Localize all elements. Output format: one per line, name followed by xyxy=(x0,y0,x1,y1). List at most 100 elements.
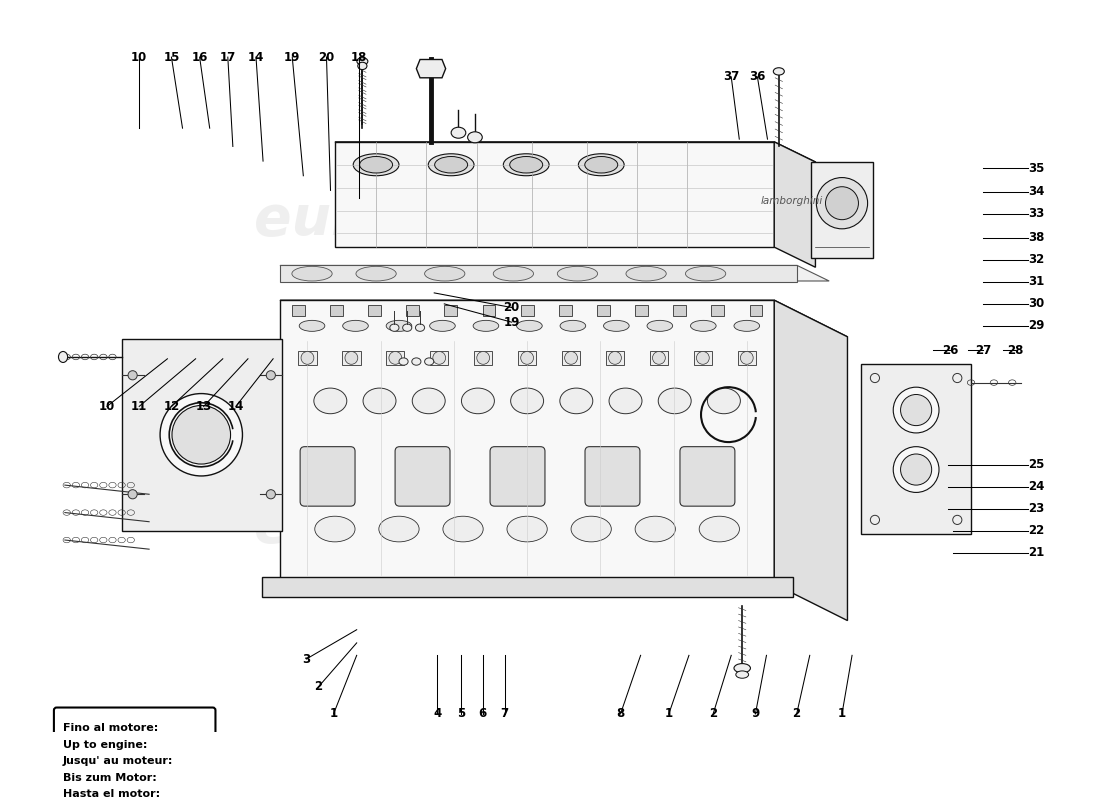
Ellipse shape xyxy=(343,320,368,331)
Bar xyxy=(650,350,668,366)
Bar xyxy=(712,305,724,316)
Ellipse shape xyxy=(504,154,549,176)
Text: 29: 29 xyxy=(1028,319,1045,332)
Circle shape xyxy=(825,186,858,220)
Bar xyxy=(368,305,381,316)
Ellipse shape xyxy=(740,351,754,364)
Text: 1: 1 xyxy=(330,707,338,721)
Bar xyxy=(330,305,343,316)
Text: 19: 19 xyxy=(284,50,300,64)
Text: 13: 13 xyxy=(196,400,212,413)
Ellipse shape xyxy=(353,154,399,176)
Bar xyxy=(430,350,449,366)
Text: 9: 9 xyxy=(751,707,759,721)
Ellipse shape xyxy=(476,351,490,364)
Ellipse shape xyxy=(128,490,138,499)
Ellipse shape xyxy=(425,358,433,366)
Ellipse shape xyxy=(493,266,534,281)
Bar xyxy=(694,350,712,366)
Ellipse shape xyxy=(558,266,597,281)
Ellipse shape xyxy=(412,388,446,414)
Text: 19: 19 xyxy=(504,316,520,329)
Circle shape xyxy=(161,394,242,476)
Ellipse shape xyxy=(585,157,618,173)
Ellipse shape xyxy=(608,351,622,364)
Text: 2219: 2219 xyxy=(116,798,154,800)
Circle shape xyxy=(816,178,868,229)
Polygon shape xyxy=(334,142,815,162)
Ellipse shape xyxy=(691,320,716,331)
Text: Fino al motore:: Fino al motore: xyxy=(63,723,158,733)
Text: 25: 25 xyxy=(1028,458,1045,471)
Circle shape xyxy=(953,374,961,382)
Text: 36: 36 xyxy=(749,70,766,83)
Text: 33: 33 xyxy=(1028,207,1045,220)
Text: 4: 4 xyxy=(433,707,441,721)
Ellipse shape xyxy=(510,388,543,414)
Ellipse shape xyxy=(773,68,784,75)
Text: 14: 14 xyxy=(248,50,264,64)
Bar xyxy=(518,350,537,366)
Ellipse shape xyxy=(658,388,691,414)
Ellipse shape xyxy=(635,516,675,542)
Text: 37: 37 xyxy=(723,70,739,83)
Text: Hasta el motor:: Hasta el motor: xyxy=(63,789,161,799)
Ellipse shape xyxy=(520,351,534,364)
Bar xyxy=(292,305,305,316)
Text: 20: 20 xyxy=(504,301,520,314)
Polygon shape xyxy=(811,162,873,258)
Bar xyxy=(298,350,317,366)
Ellipse shape xyxy=(299,320,324,331)
Ellipse shape xyxy=(301,351,314,364)
Polygon shape xyxy=(774,142,815,267)
Bar xyxy=(520,305,534,316)
Text: 31: 31 xyxy=(1028,275,1045,289)
Bar xyxy=(474,350,493,366)
FancyBboxPatch shape xyxy=(395,446,450,506)
Text: 2: 2 xyxy=(315,680,322,694)
Ellipse shape xyxy=(360,157,393,173)
Bar xyxy=(562,350,580,366)
Ellipse shape xyxy=(652,351,666,364)
Circle shape xyxy=(901,454,932,485)
Text: 23: 23 xyxy=(1028,502,1045,515)
Text: 21: 21 xyxy=(1028,546,1045,559)
Ellipse shape xyxy=(292,266,332,281)
Text: 26: 26 xyxy=(943,343,959,357)
Ellipse shape xyxy=(386,320,411,331)
Bar xyxy=(386,350,405,366)
Text: 30: 30 xyxy=(1028,298,1045,310)
FancyBboxPatch shape xyxy=(680,446,735,506)
Bar xyxy=(559,305,572,316)
Ellipse shape xyxy=(416,324,425,331)
Text: Up to engine:: Up to engine: xyxy=(63,739,147,750)
Bar xyxy=(342,350,361,366)
Ellipse shape xyxy=(389,351,402,364)
Ellipse shape xyxy=(425,266,465,281)
Text: 8: 8 xyxy=(616,707,625,721)
Ellipse shape xyxy=(378,516,419,542)
Ellipse shape xyxy=(389,324,399,331)
Ellipse shape xyxy=(696,351,710,364)
Text: 24: 24 xyxy=(1028,481,1045,494)
FancyBboxPatch shape xyxy=(585,446,640,506)
Text: 1: 1 xyxy=(838,707,846,721)
Bar xyxy=(749,305,762,316)
Circle shape xyxy=(901,394,932,426)
Ellipse shape xyxy=(266,490,275,499)
Ellipse shape xyxy=(128,370,138,380)
Polygon shape xyxy=(334,142,774,247)
Ellipse shape xyxy=(468,132,482,142)
Text: 2: 2 xyxy=(710,707,717,721)
Ellipse shape xyxy=(685,266,726,281)
Text: 12: 12 xyxy=(163,400,179,413)
Text: Jusqu' au moteur:: Jusqu' au moteur: xyxy=(63,756,174,766)
Text: 17: 17 xyxy=(220,50,235,64)
FancyBboxPatch shape xyxy=(54,707,216,800)
Ellipse shape xyxy=(315,516,355,542)
Ellipse shape xyxy=(579,154,624,176)
Ellipse shape xyxy=(358,62,367,70)
Text: 11: 11 xyxy=(131,400,147,413)
Ellipse shape xyxy=(700,516,739,542)
Polygon shape xyxy=(280,300,847,337)
